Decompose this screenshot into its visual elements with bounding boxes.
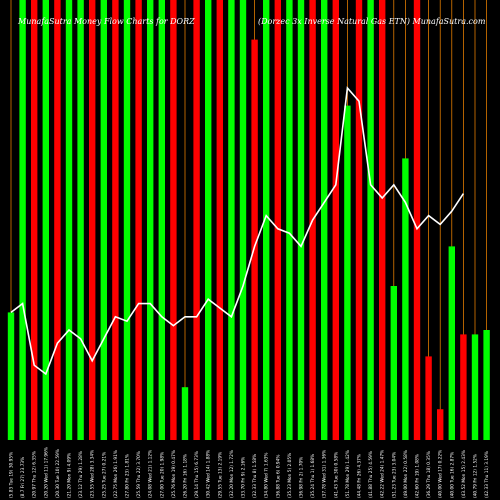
bar bbox=[7, 312, 15, 440]
chart-title: MunafaSutra Money Flow Charts for DORZ bbox=[17, 17, 195, 26]
x-tick-label: (22.75 Mon 26) 1.91% bbox=[113, 450, 119, 498]
bar bbox=[170, 0, 177, 440]
x-tick-label: (20.20 Wed 11) 17.96% bbox=[43, 447, 49, 498]
x-tick-label: (41.88 Thu 25) 4.59% bbox=[368, 451, 374, 498]
x-tick-label: (49.00 Mon 22) 0.58% bbox=[403, 450, 409, 498]
x-tick-label: (27.00 Tue 20) 1.98% bbox=[159, 452, 165, 498]
x-tick-label: (30.42 Wed 14) 1.88% bbox=[206, 450, 212, 498]
bar bbox=[147, 0, 154, 440]
bar bbox=[483, 330, 490, 440]
x-tick-label: (5.83 Tue 19) 30.95% bbox=[9, 452, 15, 498]
x-tick-label: (23.55 Wed 28) 3.34% bbox=[90, 450, 96, 498]
x-tick-label: (41.43 Tue 30) 0.58% bbox=[333, 452, 339, 498]
bar bbox=[100, 0, 107, 440]
bar bbox=[321, 0, 328, 440]
bar bbox=[135, 0, 142, 440]
bar bbox=[286, 0, 293, 440]
x-tick-label: (44.48 Fri 26) 4.37% bbox=[357, 454, 363, 498]
bar bbox=[471, 334, 479, 440]
x-tick-label: (32.33 Thu 8) 1.58% bbox=[252, 454, 258, 498]
bar bbox=[297, 0, 305, 440]
x-tick-label: (43.52 Mon 15) 2.43% bbox=[461, 450, 467, 498]
x-tick-label: (40.79 Fri 12) 1.52% bbox=[473, 454, 479, 498]
bar bbox=[460, 334, 467, 440]
bar bbox=[448, 246, 455, 440]
x-tick-label: (8.7 Fri 27) 23.73% bbox=[20, 457, 26, 498]
bar bbox=[437, 409, 444, 440]
bar bbox=[251, 39, 258, 440]
x-tick-label: (40.00 Wed 17) 0.22% bbox=[438, 450, 444, 498]
x-tick-label: (29.55 Tue 13) 2.19% bbox=[217, 452, 223, 498]
bar bbox=[193, 0, 200, 440]
x-tick-label: (40.00 Tue 16) 2.87% bbox=[449, 452, 455, 498]
money-flow-line bbox=[10, 86, 465, 376]
x-tick-label: (24.08 Wed 21) 1.12% bbox=[148, 450, 154, 498]
x-tick-label: (51.78 Mon 29) 1.42% bbox=[345, 450, 351, 498]
bar bbox=[228, 0, 235, 440]
x-tick-label: (29.14 Thu 15) 6.73% bbox=[194, 451, 200, 498]
x-tick-label: (25.59 Thu 22) 3.70% bbox=[136, 451, 142, 498]
bar bbox=[181, 387, 189, 440]
bar bbox=[390, 286, 397, 440]
x-tick-label: (37.78 Wed 31) 1.36% bbox=[322, 450, 328, 498]
bar-series bbox=[7, 0, 490, 440]
bar bbox=[367, 0, 374, 440]
x-tick-label: (42.33 Thu 11) 3.19% bbox=[484, 451, 490, 498]
bar bbox=[332, 0, 339, 440]
x-tick-label: (20.30 Tue 10) 22.59% bbox=[55, 449, 61, 498]
x-tick-label: (35.23 Mon 5) 2.05% bbox=[287, 453, 293, 498]
x-tick-label: (25.25 Tue 27) 0.21% bbox=[101, 452, 107, 498]
bar bbox=[379, 0, 386, 440]
bar bbox=[77, 0, 84, 440]
bar bbox=[402, 158, 409, 440]
bar bbox=[19, 0, 26, 440]
x-tick-label: (36.29 Thu 18) 0.35% bbox=[426, 451, 432, 498]
bar bbox=[123, 0, 131, 440]
x-tick-label: (20.97 Thu 12) 6.35% bbox=[32, 451, 38, 498]
x-tick-label: (23.12 Thu 29) 1.28% bbox=[78, 451, 84, 498]
bar bbox=[413, 0, 421, 440]
chart-subtitle: (Dorzec 3x Inverse Natural Gas ETN) Muna… bbox=[258, 17, 486, 26]
bar bbox=[263, 0, 270, 440]
x-tick-label: (42.22 Wed 24) 1.47% bbox=[380, 450, 386, 498]
x-tick-label: (25.76 Mon 19) 0.47% bbox=[171, 450, 177, 498]
bar bbox=[355, 0, 363, 440]
bar bbox=[31, 0, 38, 440]
bar bbox=[89, 0, 96, 440]
x-tick-labels: (5.83 Tue 19) 30.95% (8.7 Fri 27) 23.73% (… bbox=[9, 447, 491, 498]
bar bbox=[216, 0, 223, 440]
x-tick-label: (42.60 Fri 19) 1.08% bbox=[415, 454, 421, 498]
money-flow-line-path bbox=[10, 86, 465, 376]
x-tick-label: (27.80 Fri 23) 1.81% bbox=[125, 454, 131, 498]
bar bbox=[239, 0, 247, 440]
x-tick-label: (35.24 Thu 1) 1.68% bbox=[310, 454, 316, 498]
x-tick-label: (33.70 Fri 9) 2.16% bbox=[241, 457, 247, 498]
x-tick-label: (32.20 Mon 12) 1.72% bbox=[229, 450, 235, 498]
x-tick-label: (36.88 Tue 6) 0.94% bbox=[275, 455, 281, 498]
x-tick-label: (21.20 Mon 9) 4.09% bbox=[67, 453, 73, 498]
bar bbox=[42, 0, 49, 440]
bar bbox=[158, 0, 165, 440]
bar bbox=[425, 356, 432, 440]
bar bbox=[344, 105, 351, 440]
bar bbox=[112, 0, 119, 440]
bar bbox=[274, 0, 281, 440]
x-tick-label: (51.23 Tue 23) 3.04% bbox=[391, 452, 397, 498]
bar bbox=[205, 0, 212, 440]
x-tick-label: (34.80 Wed 7) 1.63% bbox=[264, 452, 270, 498]
bar bbox=[54, 0, 61, 440]
x-tick-label: (26.20 Fri 16) 1.18% bbox=[183, 454, 189, 498]
x-tick-label: (36.98 Fri 2) 1.70% bbox=[299, 457, 305, 498]
bar bbox=[65, 0, 73, 440]
